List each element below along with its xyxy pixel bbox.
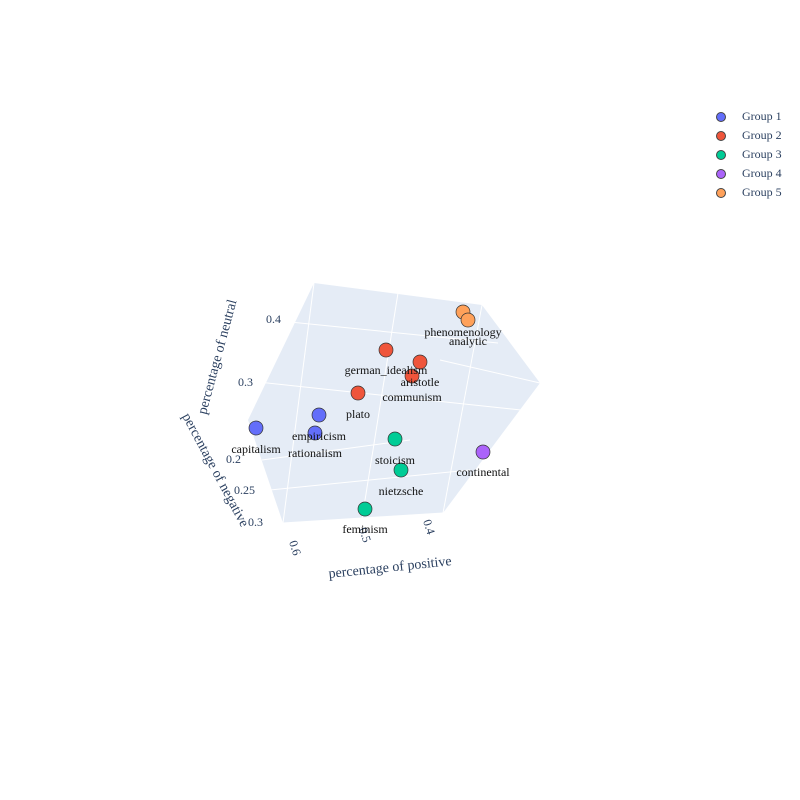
data-point-label: communism	[382, 390, 442, 404]
scene-planes	[248, 283, 540, 523]
data-point-marker[interactable]	[460, 312, 476, 328]
data-point-marker[interactable]	[412, 354, 428, 370]
x-axis-title: percentage of positive	[328, 554, 453, 582]
data-point-marker[interactable]	[393, 462, 409, 478]
data-point-marker[interactable]	[475, 444, 491, 460]
data-point-marker[interactable]	[248, 420, 264, 436]
legend-swatch-icon	[716, 130, 726, 141]
data-point-label: continental	[456, 465, 510, 479]
x-tick: 0.5	[356, 526, 374, 545]
data-point-marker[interactable]	[350, 385, 366, 401]
z-tick: 0.3	[238, 375, 253, 389]
y-tick: 0.3	[248, 515, 263, 529]
legend-swatch-icon	[716, 187, 726, 198]
data-point-label: capitalism	[231, 442, 281, 456]
data-point-marker[interactable]	[307, 425, 323, 441]
legend-swatch-icon	[716, 111, 726, 122]
data-point-labels: capitalism empiricism rationalism german_id…	[231, 325, 510, 536]
data-point-label: empiricism	[292, 429, 347, 443]
data-point-label: plato	[346, 407, 370, 421]
legend: Group 1 Group 2 Group 3 Group 4 Group 5	[716, 107, 782, 202]
data-point-marker[interactable]	[378, 342, 394, 358]
z-ticks: 0.4 0.3	[238, 312, 281, 389]
legend-item[interactable]: Group 1	[716, 107, 782, 126]
legend-item[interactable]: Group 5	[716, 183, 782, 202]
legend-swatch-icon	[716, 149, 726, 160]
data-points	[248, 304, 491, 517]
data-point-label: aristotle	[401, 375, 440, 389]
y-tick: 0.25	[234, 483, 255, 497]
data-point-marker[interactable]	[387, 431, 403, 447]
data-point-marker[interactable]	[404, 368, 420, 384]
x-tick: 0.4	[420, 518, 438, 537]
data-point-marker[interactable]	[311, 407, 327, 423]
y-axis-title: percentage of negative	[178, 411, 251, 530]
data-point-label: phenomenology	[424, 325, 501, 339]
data-point-label: rationalism	[288, 446, 343, 460]
data-point-label: german_idealism	[345, 363, 428, 377]
z-tick: 0.4	[266, 312, 281, 326]
data-point-label: feminism	[342, 522, 388, 536]
legend-label: Group 2	[742, 128, 782, 142]
legend-swatch-icon	[716, 168, 726, 179]
y-tick: 0.2	[226, 452, 241, 466]
legend-label: Group 4	[742, 166, 782, 180]
z-axis-title: percentage of neutral	[195, 298, 240, 416]
legend-label: Group 3	[742, 147, 782, 161]
legend-item[interactable]: Group 4	[716, 164, 782, 183]
x-ticks: 0.6 0.5 0.4	[286, 518, 438, 558]
legend-item[interactable]: Group 3	[716, 145, 782, 164]
legend-label: Group 5	[742, 185, 782, 199]
legend-item[interactable]: Group 2	[716, 126, 782, 145]
data-point-marker[interactable]	[357, 501, 373, 517]
legend-label: Group 1	[742, 109, 782, 123]
y-ticks: 0.2 0.25 0.3	[226, 452, 263, 529]
data-point-label: analytic	[449, 334, 487, 348]
x-tick: 0.6	[286, 539, 304, 558]
gridlines	[257, 282, 541, 524]
data-point-label: stoicism	[375, 453, 416, 467]
data-point-label: nietzsche	[379, 484, 424, 498]
